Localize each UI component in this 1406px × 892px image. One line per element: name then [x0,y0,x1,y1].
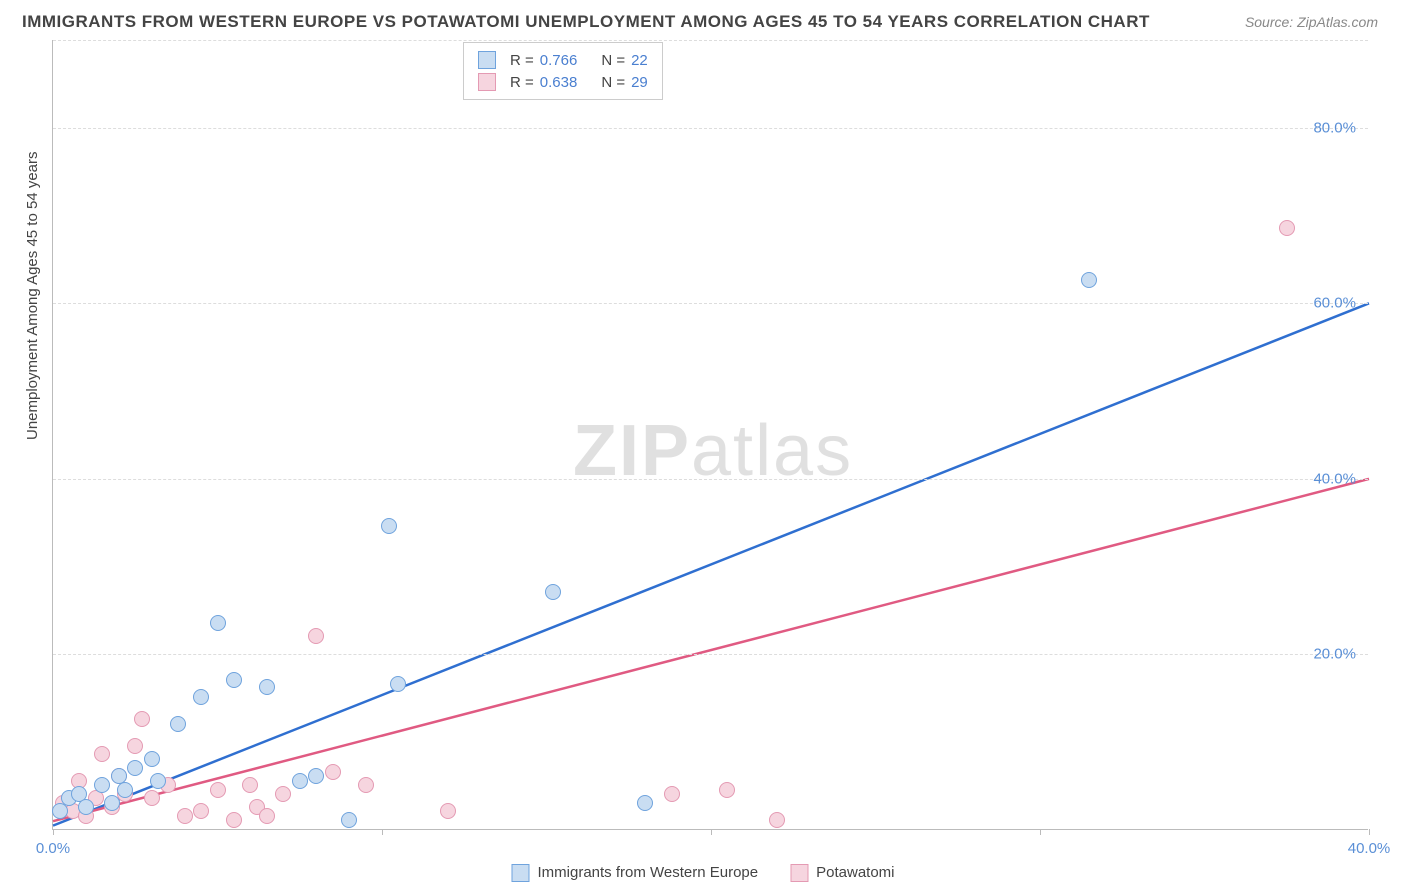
pink-point [127,738,143,754]
pink-point [177,808,193,824]
gridline [53,303,1368,304]
chart-title: IMMIGRANTS FROM WESTERN EUROPE VS POTAWA… [22,12,1150,32]
pink-point [325,764,341,780]
legend-item: Immigrants from Western Europe [511,864,758,882]
pink-point [94,746,110,762]
x-tick [1040,829,1041,835]
legend-row: R = 0.766 N = 22 [478,49,648,71]
pink-point [308,628,324,644]
blue-point [94,777,110,793]
r-label: R = [510,74,534,91]
pink-point [1279,220,1295,236]
pink-point [358,777,374,793]
legend-swatch [790,864,808,882]
pink-trend-line [53,479,1369,821]
x-tick [382,829,383,835]
gridline [53,128,1368,129]
pink-point [242,777,258,793]
blue-point [170,716,186,732]
blue-point [390,676,406,692]
pink-point [275,786,291,802]
x-tick-label: 0.0% [36,840,70,857]
y-tick-label: 60.0% [1313,295,1356,312]
gridline [53,40,1368,41]
legend-label: Potawatomi [816,864,894,881]
pink-point [144,790,160,806]
blue-point [292,773,308,789]
n-label: N = [601,52,625,69]
r-label: R = [510,52,534,69]
blue-point [52,803,68,819]
blue-trend-line [53,303,1369,825]
x-tick [1369,829,1370,835]
plot-area: ZIPatlas R = 0.766N = 22R = 0.638N = 29 … [52,40,1368,830]
blue-point [1081,272,1097,288]
pink-point [210,782,226,798]
n-value: 22 [631,52,648,69]
source-attribution: Source: ZipAtlas.com [1245,14,1378,30]
gridline [53,479,1368,480]
series-legend: Immigrants from Western Europe Potawatomi [511,864,894,882]
legend-item: Potawatomi [790,864,894,882]
trend-lines-layer [53,40,1368,829]
legend-row: R = 0.638 N = 29 [478,71,648,93]
blue-point [150,773,166,789]
y-axis-label: Unemployment Among Ages 45 to 54 years [24,151,41,440]
blue-point [193,689,209,705]
pink-point [769,812,785,828]
blue-point [226,672,242,688]
blue-point [117,782,133,798]
n-label: N = [601,74,625,91]
legend-label: Immigrants from Western Europe [537,864,758,881]
pink-point [193,803,209,819]
blue-point [144,751,160,767]
pink-point [259,808,275,824]
legend-swatch [511,864,529,882]
legend-swatch [478,51,496,69]
y-tick-label: 40.0% [1313,470,1356,487]
pink-point [440,803,456,819]
blue-point [341,812,357,828]
r-value: 0.766 [540,52,578,69]
legend-swatch [478,73,496,91]
blue-point [127,760,143,776]
blue-point [545,584,561,600]
blue-point [210,615,226,631]
pink-point [719,782,735,798]
r-value: 0.638 [540,74,578,91]
pink-point [664,786,680,802]
y-tick-label: 80.0% [1313,119,1356,136]
gridline [53,654,1368,655]
blue-point [381,518,397,534]
pink-point [226,812,242,828]
y-tick-label: 20.0% [1313,646,1356,663]
correlation-legend: R = 0.766 N = 22 R = 0.638 N = 29 [463,42,663,100]
blue-point [78,799,94,815]
pink-point [134,711,150,727]
blue-point [104,795,120,811]
x-tick [711,829,712,835]
blue-point [637,795,653,811]
x-tick [53,829,54,835]
blue-point [259,679,275,695]
n-value: 29 [631,74,648,91]
blue-point [308,768,324,784]
x-tick-label: 40.0% [1348,840,1391,857]
